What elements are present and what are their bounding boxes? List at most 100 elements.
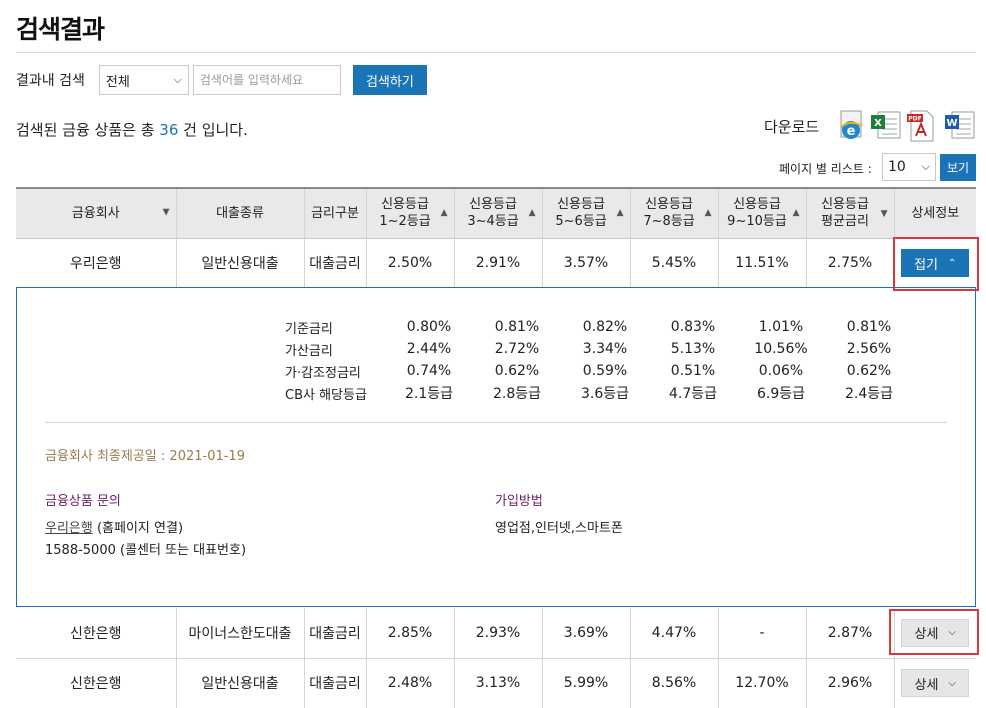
- rate-row-label: CB사 해당등급: [285, 387, 367, 403]
- rate-value: 3.34%: [582, 341, 628, 357]
- rate-cell: 3.57%: [541, 238, 630, 289]
- rate-cell: 3.69%: [541, 608, 630, 659]
- column-header: 상세정보: [893, 187, 976, 239]
- column-header[interactable]: 신용등급 3~4등급 ▲: [453, 187, 542, 239]
- company-cell: 신한은행: [16, 608, 176, 659]
- loan-type-cell: 일반신용대출: [175, 238, 304, 289]
- company-cell: 신한은행: [16, 658, 176, 708]
- rate-row: 가·감조정금리 0.74% 0.62% 0.59% 0.51% 0.06% 0.…: [285, 360, 913, 382]
- rate-cell: 3.13%: [453, 658, 542, 708]
- rate-cell: 2.93%: [453, 608, 542, 659]
- search-scope-select[interactable]: 전체 ⌵: [98, 65, 189, 95]
- rate-value: 0.81%: [846, 319, 892, 335]
- rate-type-cell: 대출금리: [303, 608, 366, 659]
- chevron-down-icon: ⌵: [173, 73, 182, 86]
- column-header[interactable]: 신용등급 9~10등급 ▲: [717, 187, 806, 239]
- disclosure-date: 금융회사 최종제공일 : 2021-01-19: [45, 449, 245, 464]
- page-size-label: 페이지 별 리스트 :: [779, 162, 872, 176]
- download-label: 다운로드: [764, 118, 820, 136]
- rate-row-label: 가·감조정금리: [285, 365, 361, 381]
- sort-up-icon[interactable]: ▲: [616, 208, 624, 218]
- table-row: 신한은행 마이너스한도대출 대출금리 2.85% 2.93% 3.69% 4.4…: [16, 608, 976, 659]
- summary-suffix: 건 입니다.: [178, 121, 248, 139]
- result-count: 36: [159, 121, 179, 139]
- rate-type-cell: 대출금리: [303, 238, 366, 289]
- column-header-label: 신용등급: [381, 197, 429, 213]
- sort-up-icon[interactable]: ▲: [528, 208, 536, 218]
- inquiry-phone: 1588-5000 (콜센터 또는 대표번호): [45, 543, 247, 558]
- avg-rate-cell: 2.87%: [805, 608, 894, 659]
- column-header-sublabel: 3~4등급: [467, 214, 519, 230]
- pdf-icon[interactable]: PDF: [907, 110, 935, 142]
- rate-row: CB사 해당등급 2.1등급 2.8등급 3.6등급 4.7등급 6.9등급 2…: [285, 382, 913, 404]
- inquiry-title: 금융상품 문의: [45, 494, 121, 509]
- rate-value: 0.80%: [406, 319, 452, 335]
- rate-value: 1.01%: [758, 319, 804, 335]
- rate-value: 0.81%: [494, 319, 540, 335]
- rate-value: 6.9등급: [756, 386, 806, 402]
- word-icon[interactable]: W: [944, 110, 975, 142]
- search-button[interactable]: 검색하기: [352, 65, 427, 95]
- rate-value: 2.44%: [406, 341, 452, 357]
- rate-type-cell: 대출금리: [303, 658, 366, 708]
- column-header[interactable]: 신용등급 1~2등급 ▲: [365, 187, 454, 239]
- rate-row-label: 기준금리: [285, 321, 333, 337]
- view-button[interactable]: 보기: [940, 154, 976, 181]
- column-header-label: 신용등급: [733, 197, 781, 213]
- rate-cell: 12.70%: [717, 658, 806, 708]
- table-row: 우리은행 일반신용대출 대출금리 2.50% 2.91% 3.57% 5.45%…: [16, 238, 976, 289]
- sort-down-icon[interactable]: ▼: [880, 209, 888, 219]
- page-size-select[interactable]: 10 ⌵: [882, 153, 936, 181]
- detail-button-label: 상세: [914, 627, 939, 643]
- sort-up-icon[interactable]: ▲: [704, 208, 712, 218]
- rate-value: 3.6등급: [580, 386, 630, 402]
- rate-value: 0.62%: [494, 363, 540, 379]
- chevron-up-icon: ⌃: [948, 257, 957, 269]
- column-header-sublabel: 평균금리: [821, 214, 869, 230]
- detail-button-label: 상세: [914, 677, 939, 693]
- svg-text:W: W: [946, 118, 957, 129]
- column-header[interactable]: 신용등급 평균금리 ▼: [805, 187, 894, 239]
- column-header[interactable]: 신용등급 7~8등급 ▲: [629, 187, 718, 239]
- rate-value: 2.1등급: [404, 386, 454, 402]
- sort-up-icon[interactable]: ▲: [440, 208, 448, 218]
- detail-button[interactable]: 상세 ⌵: [901, 618, 970, 647]
- fold-button[interactable]: 접기 ⌃: [901, 249, 970, 277]
- page-size-value: 10: [888, 159, 906, 175]
- rate-cell: 2.50%: [365, 238, 454, 289]
- column-header-label: 금리구분: [311, 205, 359, 221]
- loan-type-cell: 마이너스한도대출: [175, 608, 304, 659]
- svg-text:PDF: PDF: [908, 116, 921, 123]
- title-divider: [16, 52, 976, 53]
- column-header[interactable]: 금융회사 ▼: [16, 187, 176, 239]
- detail-button[interactable]: 상세 ⌵: [901, 669, 970, 697]
- table-header-row: 금융회사 ▼ 대출종류 금리구분 신용등급 1~2등급 ▲ 신용등급 3~4등급 ▲…: [16, 187, 976, 239]
- rate-value: 0.83%: [670, 319, 716, 335]
- rate-value: 0.74%: [406, 363, 452, 379]
- avg-rate-cell: 2.75%: [805, 238, 894, 289]
- rate-cell: 2.85%: [365, 608, 454, 659]
- ie-icon[interactable]: e: [838, 110, 866, 142]
- column-header[interactable]: 신용등급 5~6등급 ▲: [541, 187, 630, 239]
- rate-cell: 2.91%: [453, 238, 542, 289]
- rate-value: 2.4등급: [844, 386, 894, 402]
- rate-breakdown: 기준금리 0.80% 0.81% 0.82% 0.83% 1.01% 0.81%…: [285, 316, 913, 404]
- chevron-down-icon: ⌵: [921, 160, 930, 173]
- inquiry-contact: 우리은행 (홈페이지 연결): [45, 517, 183, 536]
- column-header-sublabel: 9~10등급: [727, 214, 787, 230]
- sort-down-icon[interactable]: ▼: [162, 207, 170, 218]
- bank-homepage-link[interactable]: 우리은행: [45, 521, 93, 536]
- inquiry-link-suffix: (홈페이지 연결): [92, 521, 184, 536]
- excel-icon[interactable]: X: [870, 110, 901, 142]
- sort-up-icon[interactable]: ▲: [792, 208, 800, 218]
- column-header-sublabel: 1~2등급: [379, 214, 431, 230]
- company-cell: 우리은행: [16, 238, 176, 289]
- column-header-label: 신용등급: [821, 197, 869, 213]
- svg-text:e: e: [847, 124, 856, 139]
- search-input[interactable]: [192, 65, 341, 95]
- fold-button-label: 접기: [914, 257, 939, 273]
- rate-cell: 8.56%: [629, 658, 718, 708]
- rate-row: 기준금리 0.80% 0.81% 0.82% 0.83% 1.01% 0.81%: [285, 316, 913, 338]
- avg-rate-cell: 2.96%: [805, 658, 894, 708]
- column-header-sublabel: 7~8등급: [643, 214, 695, 230]
